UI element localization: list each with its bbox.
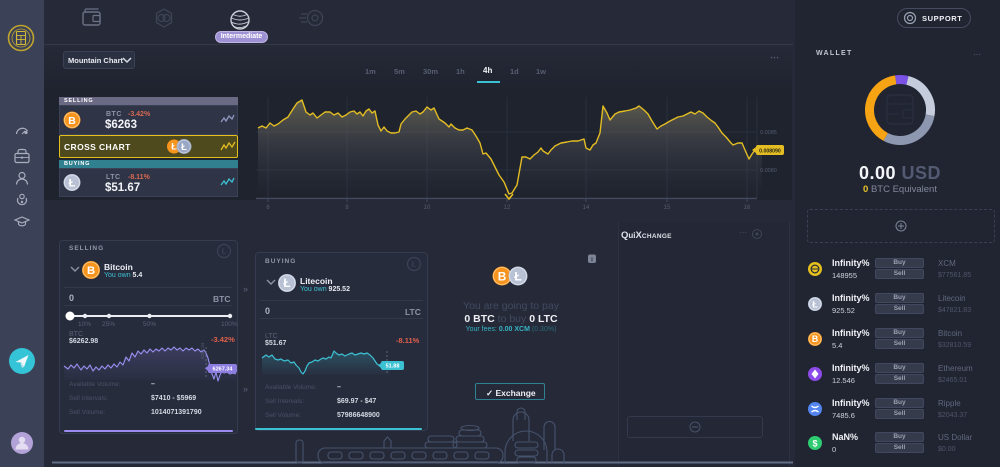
svg-text:Ł: Ł	[514, 269, 522, 283]
svg-text:16: 16	[744, 205, 751, 211]
svg-text:8: 8	[345, 205, 349, 211]
svg-text:»: »	[243, 284, 248, 294]
svg-text:14: 14	[583, 205, 590, 211]
svg-text:i: i	[591, 257, 593, 263]
svg-text:»: »	[243, 384, 248, 394]
svg-text:B: B	[498, 269, 507, 283]
svg-text:12: 12	[504, 205, 511, 211]
svg-text:10: 10	[424, 205, 431, 211]
svg-text:15: 15	[664, 205, 671, 211]
svg-text:6: 6	[266, 205, 270, 211]
